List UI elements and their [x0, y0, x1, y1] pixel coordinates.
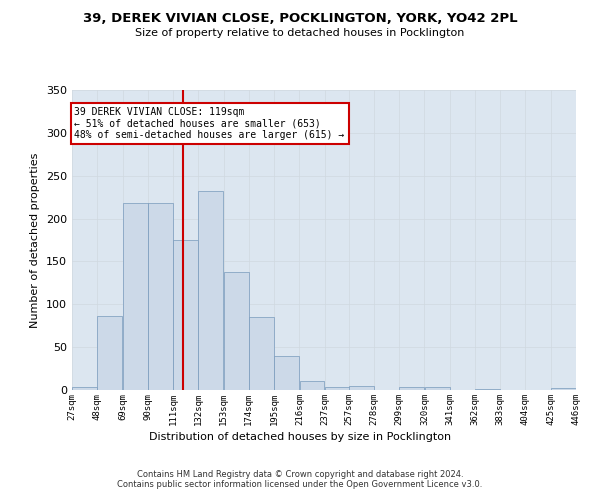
- Bar: [72, 388, 97, 390]
- Bar: [349, 386, 374, 390]
- Bar: [475, 389, 500, 390]
- Bar: [173, 240, 198, 390]
- Text: Distribution of detached houses by size in Pocklington: Distribution of detached houses by size …: [149, 432, 451, 442]
- Bar: [325, 388, 350, 390]
- Bar: [97, 316, 122, 390]
- Text: Contains public sector information licensed under the Open Government Licence v3: Contains public sector information licen…: [118, 480, 482, 489]
- Bar: [274, 356, 299, 390]
- Y-axis label: Number of detached properties: Number of detached properties: [31, 152, 40, 328]
- Text: 39, DEREK VIVIAN CLOSE, POCKLINGTON, YORK, YO42 2PL: 39, DEREK VIVIAN CLOSE, POCKLINGTON, YOR…: [83, 12, 517, 26]
- Bar: [148, 203, 173, 390]
- Text: Contains HM Land Registry data © Crown copyright and database right 2024.: Contains HM Land Registry data © Crown c…: [137, 470, 463, 479]
- Bar: [249, 317, 274, 390]
- Bar: [551, 388, 576, 390]
- Bar: [299, 382, 325, 390]
- Bar: [425, 388, 449, 390]
- Text: 39 DEREK VIVIAN CLOSE: 119sqm
← 51% of detached houses are smaller (653)
48% of : 39 DEREK VIVIAN CLOSE: 119sqm ← 51% of d…: [74, 107, 344, 140]
- Bar: [400, 388, 424, 390]
- Text: Size of property relative to detached houses in Pocklington: Size of property relative to detached ho…: [136, 28, 464, 38]
- Bar: [224, 272, 248, 390]
- Bar: [199, 191, 223, 390]
- Bar: [123, 203, 148, 390]
